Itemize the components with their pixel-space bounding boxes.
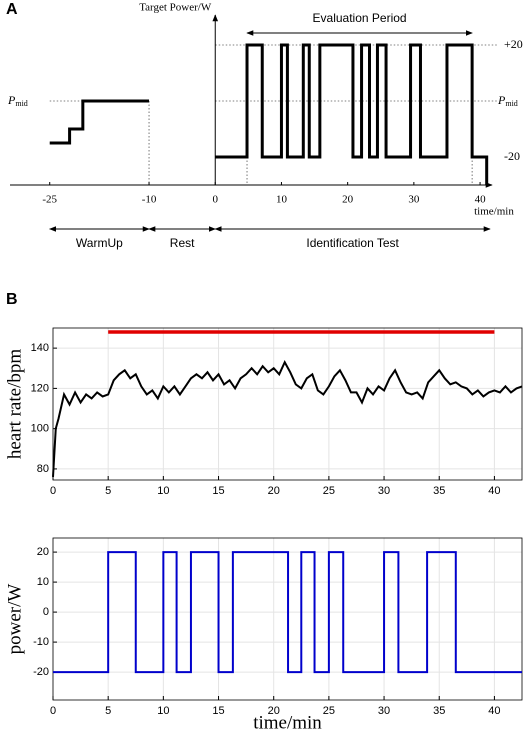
y-tick-label: 10 [37,576,49,588]
x-tick-label: -25 [42,194,57,206]
x-tick-label: 10 [157,485,169,497]
x-tick-label: 25 [323,485,335,497]
y-tick-label: 120 [31,382,49,394]
x-tick-label: 35 [433,485,445,497]
tick-text: P [7,93,16,107]
series-line [53,551,522,674]
x-tick-label: 35 [433,705,445,717]
series-line [52,360,523,478]
y-tick-label: 80 [37,463,49,475]
y-tick-label: Pmid [497,93,518,108]
x-tick-label: 40 [488,485,500,497]
y-tick-label: -20 [33,666,49,678]
x-tick-label: 30 [378,485,390,497]
x-tick-label: 15 [212,705,224,717]
y-tick-label: 0 [43,606,49,618]
phase-label: Rest [170,236,195,250]
y-tick-label: +20 [504,37,523,51]
x-tick-label: 10 [276,194,288,206]
tick-subscript: mid [505,99,517,108]
x-tick-label: 0 [212,194,218,206]
x-tick-label: 5 [105,485,111,497]
x-tick-label: 15 [212,485,224,497]
x-tick-label: 5 [105,705,111,717]
phase-label: WarmUp [76,236,123,250]
y-tick-label: -10 [33,636,49,648]
y-axis-label: power/W [4,584,25,655]
y-tick-label: 100 [31,423,49,435]
x-axis-label: time/min [474,206,514,218]
y-axis-label: Target Power/W [139,2,212,14]
x-tick-label: 25 [323,705,335,717]
panel-label: B [6,291,18,308]
tick-text: P [497,93,506,107]
y-tick-label: 140 [31,342,49,354]
y-tick-label: 20 [37,546,49,558]
x-tick-label: 0 [50,485,56,497]
y-tick-label: -20 [504,149,520,163]
x-tick-label: 40 [488,705,500,717]
x-tick-label: 20 [268,705,280,717]
x-tick-label: 30 [408,194,420,206]
tick-subscript: mid [15,99,27,108]
x-tick-label: 20 [268,485,280,497]
series-line [215,43,489,185]
series-line [49,99,150,145]
plot-frame [52,327,523,481]
plot-frame [52,537,523,701]
x-axis-label: time/min [253,712,322,733]
x-tick-label: 10 [157,705,169,717]
y-tick-label: Pmid [7,93,28,108]
x-tick-label: 40 [475,194,487,206]
y-axis-label: heart rate/bpm [4,349,25,459]
tick-text: -20 [504,149,520,163]
x-tick-label: -10 [142,194,157,206]
phase-label: Identification Test [306,236,399,250]
tick-text: +20 [504,37,523,51]
x-tick-label: 20 [342,194,354,206]
panel-label: A [6,1,18,18]
evaluation-label: Evaluation Period [313,11,407,25]
x-tick-label: 30 [378,705,390,717]
x-tick-label: 0 [50,705,56,717]
